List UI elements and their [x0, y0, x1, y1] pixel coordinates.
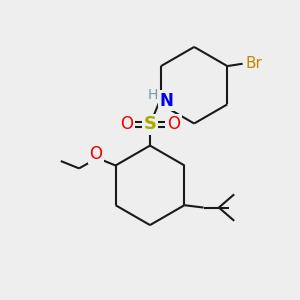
Text: O: O [167, 116, 180, 134]
Text: O: O [120, 116, 133, 134]
Text: H: H [147, 88, 158, 102]
Text: Br: Br [245, 56, 262, 71]
Text: O: O [89, 145, 102, 163]
Text: N: N [159, 92, 173, 110]
Text: S: S [143, 116, 157, 134]
